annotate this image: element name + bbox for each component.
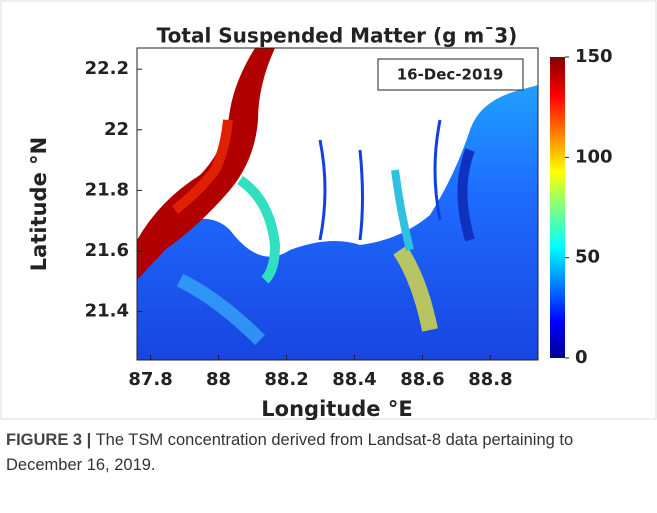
y-tick-label: 22.2 (85, 58, 129, 79)
colorbar (550, 57, 565, 358)
annotation-box (377, 58, 524, 91)
x-tick-label: 88.2 (264, 369, 308, 390)
x-axis-label: Longitude °E (261, 397, 412, 420)
x-tick-label: 87.8 (128, 369, 172, 390)
y-tick-label: 21.6 (85, 240, 129, 261)
caption: FIGURE 3 | The TSM concentration derived… (6, 428, 646, 478)
y-tick-label: 21.4 (85, 301, 129, 322)
chart-title: Total Suspended Matter (g m¯3) (157, 24, 518, 48)
colorbar-tick-label: 100 (575, 146, 613, 167)
plot-frame (136, 47, 539, 361)
x-tick-label: 88 (206, 369, 231, 390)
caption-label: FIGURE 3 | (6, 431, 92, 449)
colorbar-tick-label: 0 (575, 347, 588, 368)
colorbar-tick-label: 150 (575, 46, 613, 67)
tsm-map (137, 48, 538, 360)
caption-text: The TSM concentration derived from Lands… (6, 431, 574, 474)
x-tick-label: 88.8 (468, 369, 512, 390)
x-tick-label: 88.4 (332, 369, 376, 390)
colorbar-tick-label: 50 (575, 247, 600, 268)
frame (0, 0, 657, 420)
y-tick-label: 22 (104, 119, 129, 140)
x-tick-label: 88.6 (400, 369, 444, 390)
figure: 16-Dec-2019 Total Suspended Matter (g m¯… (0, 0, 657, 420)
y-axis-label: Latitude °N (27, 137, 51, 271)
y-tick-label: 21.8 (85, 179, 129, 200)
date-annotation: 16-Dec-2019 (397, 66, 504, 84)
